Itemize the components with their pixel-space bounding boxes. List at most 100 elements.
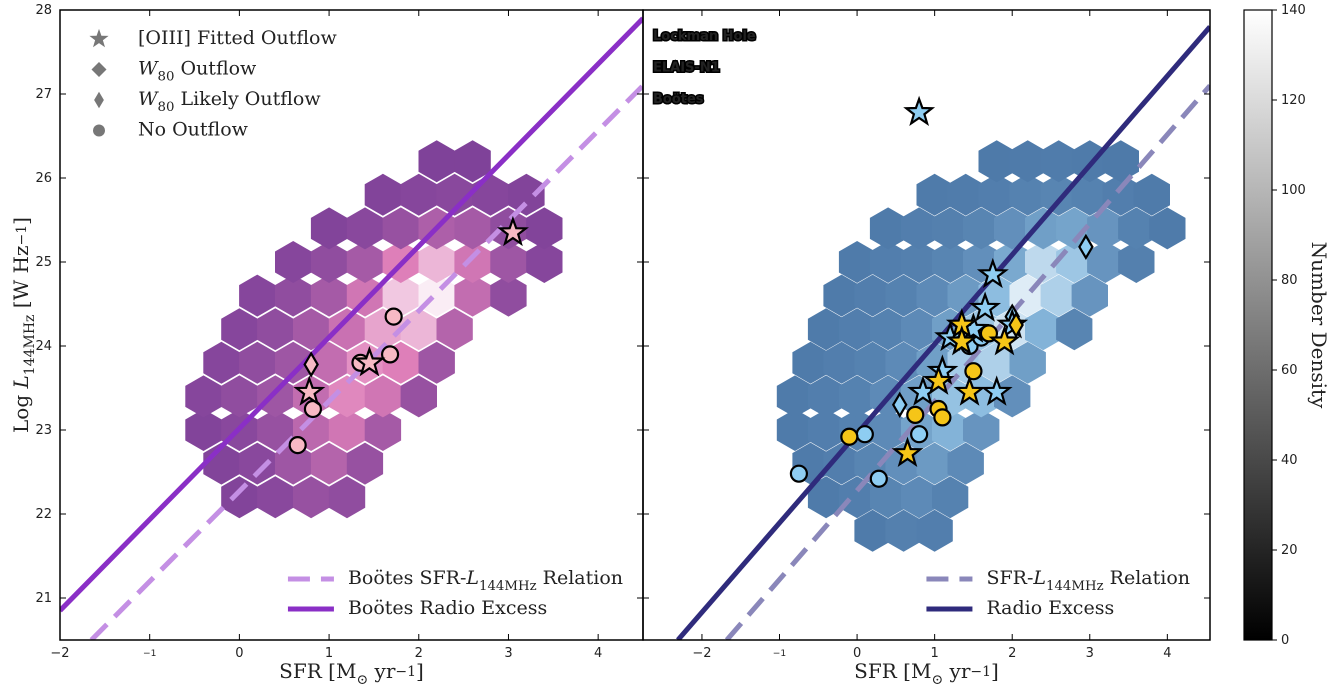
hexbin — [293, 308, 330, 351]
colorbar-tick-label: 120 — [1281, 93, 1306, 108]
hexbin — [257, 409, 294, 451]
hexbin — [900, 241, 938, 283]
colorbar-tick-label: 60 — [1281, 363, 1298, 378]
hexbin — [310, 274, 348, 317]
hexbin — [823, 274, 860, 317]
hexbin — [364, 375, 402, 418]
hexbin — [185, 409, 222, 451]
hexbin — [400, 375, 437, 418]
y-tick-label: 26 — [35, 171, 52, 186]
relation-line — [724, 83, 1210, 640]
marker — [953, 375, 986, 406]
hexbin — [838, 375, 876, 418]
hexbin — [1009, 140, 1046, 183]
hexbin — [436, 308, 473, 351]
colorbar-label: Number Density — [1308, 242, 1332, 409]
hexbin — [900, 308, 938, 351]
marker — [964, 362, 983, 381]
marker — [353, 346, 386, 377]
marker — [891, 436, 924, 468]
hexbin — [275, 442, 312, 485]
hexbin — [275, 341, 312, 384]
hexbin — [275, 241, 312, 283]
hexbin — [1087, 207, 1124, 250]
hexbin — [807, 476, 845, 519]
hexbin — [823, 341, 860, 384]
hexbin — [257, 308, 294, 351]
hexbin — [418, 140, 455, 183]
legend-label: Boötes SFR-L144MHz Relation — [348, 567, 623, 594]
colorbar-tick-label: 100 — [1281, 183, 1306, 198]
x-tick-label: 4 — [594, 646, 602, 661]
y-tick-label: 25 — [35, 255, 52, 270]
hexbin — [963, 207, 1000, 250]
sample-label: Boötes — [653, 92, 704, 107]
marker — [988, 325, 1021, 356]
hexbin — [916, 509, 953, 552]
marker — [869, 469, 888, 488]
hexbin — [1071, 173, 1108, 216]
hexbin — [490, 274, 527, 317]
marker — [976, 257, 1009, 289]
plot-area — [60, 16, 643, 640]
hexbin — [854, 509, 891, 552]
hexbin — [932, 476, 969, 519]
hexbin — [275, 274, 312, 317]
y-tick-label: 28 — [35, 3, 52, 18]
hexbin — [978, 140, 1015, 183]
sample-label: Lockman Hole — [653, 29, 756, 44]
hexbin — [947, 173, 984, 216]
colorbar — [1243, 9, 1273, 641]
marker — [1078, 233, 1094, 261]
hexbin — [346, 241, 384, 283]
hexbin — [932, 241, 969, 283]
hexbin — [328, 409, 366, 451]
hexbin — [900, 207, 938, 250]
hexbin — [885, 509, 922, 552]
hexbin — [807, 308, 845, 351]
hexbin — [1009, 173, 1046, 216]
hexbin — [994, 207, 1031, 250]
hexbin — [508, 173, 545, 216]
legend-label: Radio Excess — [986, 597, 1114, 619]
hexbin — [310, 241, 348, 283]
hexbin — [346, 442, 384, 485]
hexbin — [869, 207, 907, 250]
x-tick-label: 2 — [1008, 646, 1016, 661]
marker — [91, 62, 107, 77]
hexbin — [454, 241, 491, 283]
hexbin — [838, 308, 876, 351]
hexbin — [1040, 140, 1077, 183]
hexbin — [400, 173, 437, 216]
hexbin — [1149, 207, 1186, 250]
legend-label: Boötes Radio Excess — [348, 597, 547, 619]
colorbar-tick-label: 140 — [1281, 3, 1306, 18]
hexbin — [239, 274, 276, 317]
hexbin — [916, 274, 953, 317]
colorbar-tick-label: 0 — [1281, 633, 1289, 648]
hexbin — [239, 442, 276, 485]
hexbin — [454, 140, 491, 183]
hexbin — [1133, 173, 1170, 216]
hexbin — [490, 241, 527, 283]
marker — [891, 391, 908, 418]
marker — [303, 351, 319, 378]
hexbin — [328, 375, 366, 418]
hexbin — [978, 173, 1015, 216]
hexbin — [418, 341, 455, 384]
hexbin — [526, 241, 563, 283]
hexbin — [947, 442, 984, 485]
hexbin — [776, 375, 814, 418]
hexbin — [792, 341, 829, 384]
marker — [855, 425, 874, 444]
x-tick-label: −1 — [773, 649, 786, 659]
hexbin — [454, 274, 491, 317]
marker — [293, 375, 326, 406]
marker — [903, 95, 936, 127]
x-tick-label: 1 — [325, 646, 333, 661]
hexbin — [364, 409, 402, 451]
hexbin — [1040, 274, 1077, 317]
hexbin — [400, 308, 437, 351]
hexbin — [932, 207, 969, 250]
y-tick-label: 21 — [35, 591, 52, 606]
